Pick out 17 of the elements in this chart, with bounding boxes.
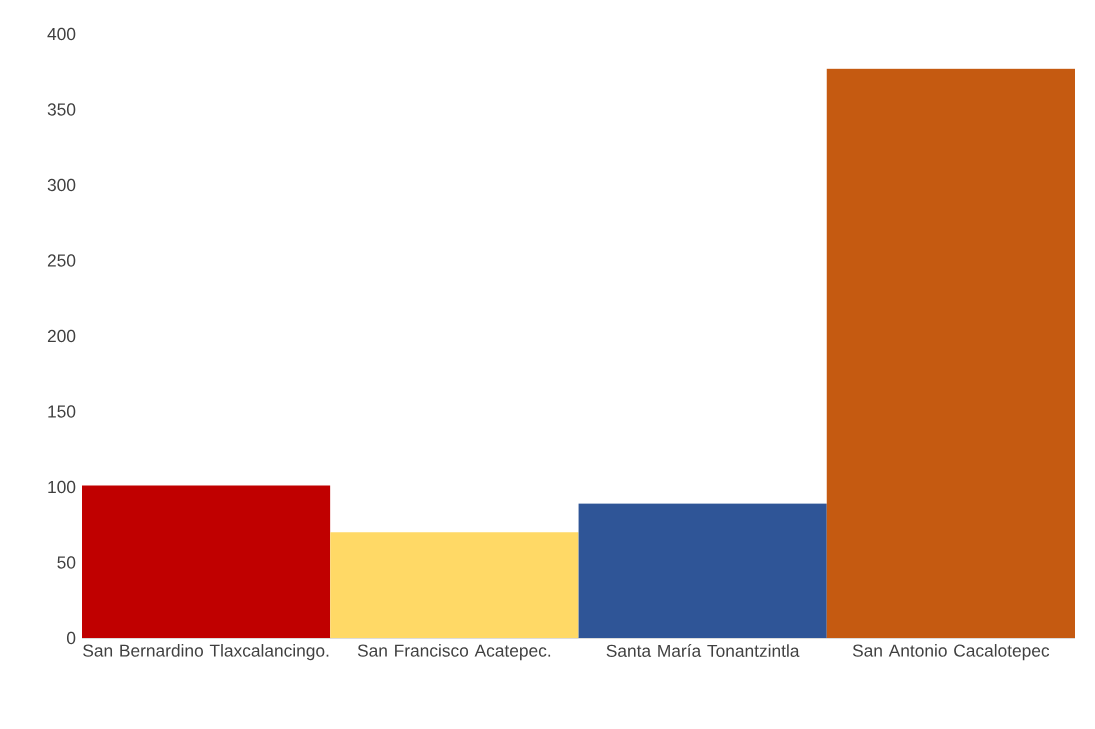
y-tick-label: 200 bbox=[47, 329, 76, 343]
y-tick-label: 350 bbox=[47, 103, 76, 116]
bar bbox=[578, 503, 827, 638]
y-tick-label: 100 bbox=[48, 480, 76, 494]
x-tick-label: San Antonio Cacalotepec bbox=[852, 644, 1050, 661]
y-tick-label: 50 bbox=[57, 556, 76, 569]
y-tick-label: 150 bbox=[48, 405, 76, 418]
bar bbox=[330, 532, 579, 638]
y-tick-label: 250 bbox=[47, 254, 76, 267]
y-tick-label: 0 bbox=[66, 631, 76, 645]
x-tick-label: San Francisco Acatepec. bbox=[357, 644, 551, 661]
bar bbox=[826, 68, 1075, 638]
x-tick-label: Santa María Tonantzintla bbox=[606, 644, 800, 657]
bar bbox=[82, 485, 331, 638]
y-tick-label: 400 bbox=[47, 27, 76, 41]
y-tick-label: 300 bbox=[47, 178, 76, 192]
x-tick-label: San Bernardino Tlaxcalancingo. bbox=[83, 644, 329, 661]
